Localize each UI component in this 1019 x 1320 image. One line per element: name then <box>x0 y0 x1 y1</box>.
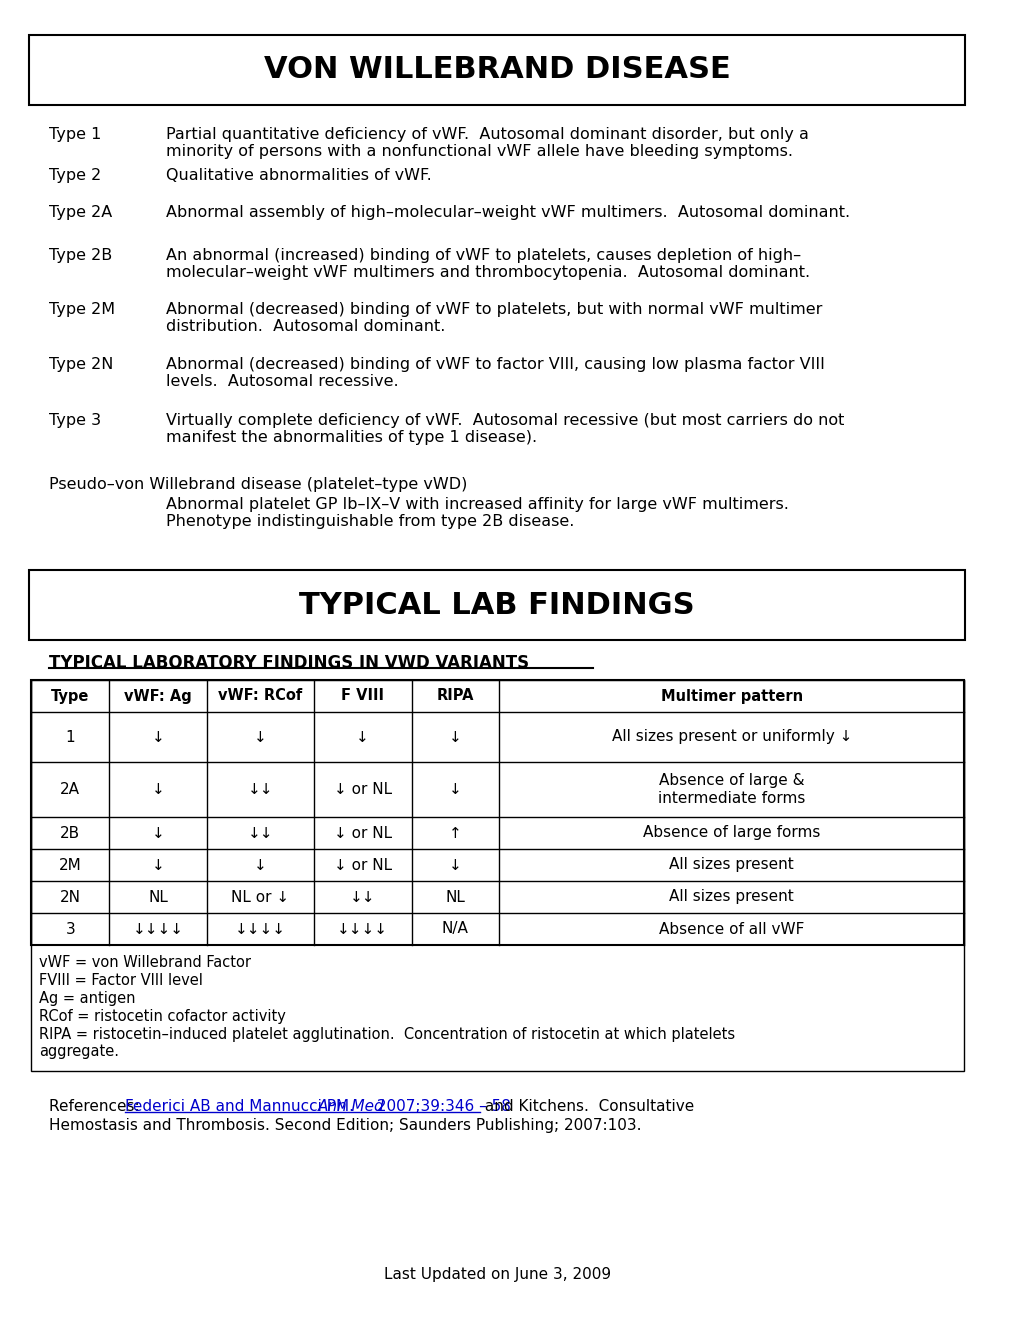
Text: 1: 1 <box>65 730 75 744</box>
Text: vWF = von Willebrand Factor: vWF = von Willebrand Factor <box>39 954 251 970</box>
Text: Abnormal (decreased) binding of vWF to platelets, but with normal vWF multimer
d: Abnormal (decreased) binding of vWF to p… <box>166 302 821 334</box>
Text: NL: NL <box>445 890 465 904</box>
Text: Type 2: Type 2 <box>49 168 101 183</box>
Bar <box>30 570 964 640</box>
Text: All sizes present or uniformly ↓: All sizes present or uniformly ↓ <box>611 730 851 744</box>
Text: Type 1: Type 1 <box>49 127 101 143</box>
Text: ↓: ↓ <box>448 858 462 873</box>
Text: Type 2N: Type 2N <box>49 356 113 372</box>
Text: Abnormal assembly of high–molecular–weight vWF multimers.  Autosomal dominant.: Abnormal assembly of high–molecular–weig… <box>166 205 849 220</box>
Bar <box>32 680 963 1071</box>
Text: Qualitative abnormalities of vWF.: Qualitative abnormalities of vWF. <box>166 168 431 183</box>
Text: An abnormal (increased) binding of vWF to platelets, causes depletion of high–
m: An abnormal (increased) binding of vWF t… <box>166 248 809 280</box>
Text: NL or ↓: NL or ↓ <box>231 890 289 904</box>
Text: ↓: ↓ <box>356 730 369 744</box>
Text: 2M: 2M <box>59 858 82 873</box>
Text: 2007;39:346 – 58: 2007;39:346 – 58 <box>372 1100 511 1114</box>
Text: Type 2B: Type 2B <box>49 248 112 263</box>
Text: Virtually complete deficiency of vWF.  Autosomal recessive (but most carriers do: Virtually complete deficiency of vWF. Au… <box>166 413 844 445</box>
Text: Type 3: Type 3 <box>49 413 101 428</box>
Text: ↓ or NL: ↓ or NL <box>333 781 391 797</box>
Text: Partial quantitative deficiency of vWF.  Autosomal dominant disorder, but only a: Partial quantitative deficiency of vWF. … <box>166 127 808 160</box>
Text: Ann Med: Ann Med <box>318 1100 384 1114</box>
Bar <box>32 680 963 945</box>
Text: 2B: 2B <box>60 825 81 841</box>
Text: All sizes present: All sizes present <box>668 858 794 873</box>
Text: ↓: ↓ <box>152 781 164 797</box>
Text: ↓: ↓ <box>152 858 164 873</box>
Text: ↓ or NL: ↓ or NL <box>333 858 391 873</box>
Text: NL: NL <box>148 890 168 904</box>
Text: Pseudo–von Willebrand disease (platelet–type vWD): Pseudo–von Willebrand disease (platelet–… <box>49 477 467 492</box>
Text: ↓↓↓↓: ↓↓↓↓ <box>234 921 285 936</box>
Text: RIPA: RIPA <box>436 689 474 704</box>
Text: Type 2A: Type 2A <box>49 205 112 220</box>
Text: TYPICAL LAB FINDINGS: TYPICAL LAB FINDINGS <box>300 590 694 619</box>
Text: RCof = ristocetin cofactor activity: RCof = ristocetin cofactor activity <box>39 1008 285 1024</box>
Text: ↓: ↓ <box>448 781 462 797</box>
Text: References:: References: <box>49 1100 149 1114</box>
Text: Type 2M: Type 2M <box>49 302 115 317</box>
Text: ↓↓: ↓↓ <box>248 825 273 841</box>
Text: N/A: N/A <box>441 921 469 936</box>
Bar <box>30 36 964 106</box>
Text: Absence of all vWF: Absence of all vWF <box>658 921 804 936</box>
Text: ↓↓↓↓: ↓↓↓↓ <box>337 921 388 936</box>
Text: ↓: ↓ <box>152 825 164 841</box>
Text: Absence of large forms: Absence of large forms <box>643 825 819 841</box>
Text: Ag = antigen: Ag = antigen <box>39 991 136 1006</box>
Text: ↓↓: ↓↓ <box>350 890 375 904</box>
Text: vWF: Ag: vWF: Ag <box>124 689 192 704</box>
Text: 2N: 2N <box>60 890 81 904</box>
Text: 2A: 2A <box>60 781 81 797</box>
Text: 3: 3 <box>65 921 75 936</box>
Text: F VIII: F VIII <box>341 689 384 704</box>
Text: Type: Type <box>51 689 90 704</box>
Text: Federici AB and Mannucci PM.: Federici AB and Mannucci PM. <box>124 1100 363 1114</box>
Text: ↓: ↓ <box>254 730 267 744</box>
Text: Absence of large &
intermediate forms: Absence of large & intermediate forms <box>657 774 805 805</box>
Text: ↑: ↑ <box>448 825 462 841</box>
Text: RIPA = ristocetin–induced platelet agglutination.  Concentration of ristocetin a: RIPA = ristocetin–induced platelet agglu… <box>39 1027 735 1060</box>
Text: ↓ or NL: ↓ or NL <box>333 825 391 841</box>
Text: vWF: RCof: vWF: RCof <box>218 689 303 704</box>
Text: ↓: ↓ <box>152 730 164 744</box>
Text: Abnormal platelet GP Ib–IX–V with increased affinity for large vWF multimers.
Ph: Abnormal platelet GP Ib–IX–V with increa… <box>166 498 788 529</box>
Text: All sizes present: All sizes present <box>668 890 794 904</box>
Text: ↓↓: ↓↓ <box>248 781 273 797</box>
Text: VON WILLEBRAND DISEASE: VON WILLEBRAND DISEASE <box>264 55 730 84</box>
Text: TYPICAL LABORATORY FINDINGS IN VWD VARIANTS: TYPICAL LABORATORY FINDINGS IN VWD VARIA… <box>49 653 529 672</box>
Text: ↓↓↓↓: ↓↓↓↓ <box>132 921 183 936</box>
Text: Abnormal (decreased) binding of vWF to factor VIII, causing low plasma factor VI: Abnormal (decreased) binding of vWF to f… <box>166 356 823 389</box>
Text: Hemostasis and Thrombosis. Second Edition; Saunders Publishing; 2007:103.: Hemostasis and Thrombosis. Second Editio… <box>49 1118 641 1133</box>
Text: and Kitchens.  Consultative: and Kitchens. Consultative <box>479 1100 693 1114</box>
Text: FVIII = Factor VIII level: FVIII = Factor VIII level <box>39 973 203 987</box>
Text: Last Updated on June 3, 2009: Last Updated on June 3, 2009 <box>383 1267 610 1283</box>
Text: ↓: ↓ <box>254 858 267 873</box>
Text: ↓: ↓ <box>448 730 462 744</box>
Text: Multimer pattern: Multimer pattern <box>660 689 802 704</box>
